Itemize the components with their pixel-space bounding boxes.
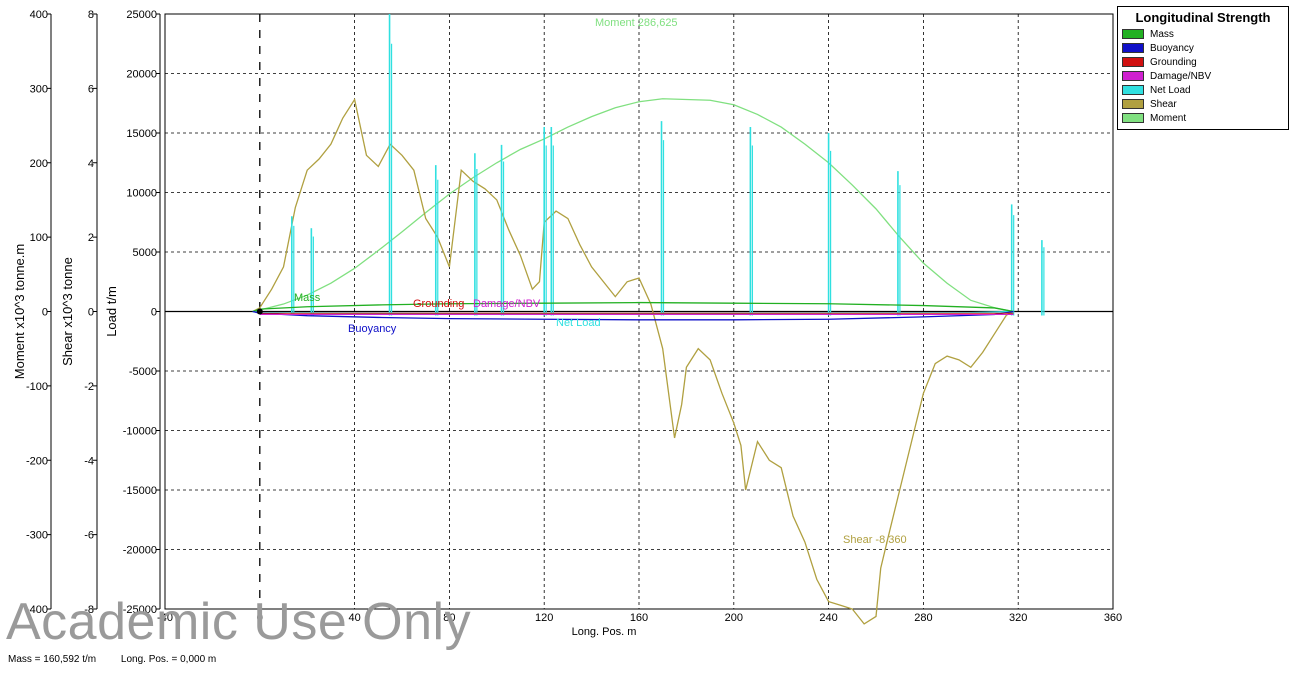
y-tick-label: 20000 bbox=[126, 69, 157, 81]
y-tick-label: 400 bbox=[30, 9, 48, 21]
legend-swatch bbox=[1122, 29, 1144, 39]
legend-swatch bbox=[1122, 113, 1144, 123]
chart-annotation: Buoyancy bbox=[348, 323, 397, 335]
chart-annotation: Mass bbox=[294, 292, 321, 304]
legend-label: Damage/NBV bbox=[1150, 70, 1212, 82]
legend-item: Mass bbox=[1122, 27, 1284, 41]
y-tick-label: 15000 bbox=[126, 128, 157, 140]
y-tick-label: 2 bbox=[88, 232, 94, 244]
legend-label: Grounding bbox=[1150, 56, 1197, 68]
y-tick-label: 8 bbox=[88, 9, 94, 21]
legend-item: Damage/NBV bbox=[1122, 69, 1284, 83]
y-axis-label: Load t/m bbox=[104, 286, 119, 337]
legend-item: Net Load bbox=[1122, 83, 1284, 97]
x-tick-label: 320 bbox=[1009, 612, 1027, 624]
y-axis-label: Moment x10^3 tonne.m bbox=[12, 244, 27, 379]
legend-label: Shear bbox=[1150, 98, 1177, 110]
chart-annotation: Moment 286,625 bbox=[595, 17, 678, 29]
legend-swatch bbox=[1122, 43, 1144, 53]
y-tick-label: 300 bbox=[30, 83, 48, 95]
y-tick-label: -8 bbox=[84, 604, 94, 616]
x-tick-label: 120 bbox=[535, 612, 553, 624]
legend-title: Longitudinal Strength bbox=[1135, 10, 1271, 25]
y-tick-label: 0 bbox=[42, 307, 48, 319]
x-axis-label: Long. Pos. m bbox=[572, 626, 637, 638]
y-tick-label: -400 bbox=[26, 604, 48, 616]
chart-annotation: Shear -8,360 bbox=[843, 534, 907, 546]
status-bar: Mass = 160,592 t/m Long. Pos. = 0,000 m bbox=[8, 654, 238, 665]
series-line-mass bbox=[252, 301, 1014, 313]
watermark-text: Academic Use Only bbox=[6, 593, 472, 651]
x-tick-label: 0 bbox=[257, 612, 263, 624]
x-tick-label: -40 bbox=[157, 612, 173, 624]
legend-item: Buoyancy bbox=[1122, 41, 1284, 55]
legend-item: Shear bbox=[1122, 97, 1284, 111]
series-line-buoyancy bbox=[252, 310, 1014, 321]
y-axis-label: Shear x10^3 tonne bbox=[60, 257, 75, 366]
y-tick-label: 5000 bbox=[133, 247, 157, 259]
y-tick-label: -6 bbox=[84, 530, 94, 542]
y-tick-label: 25000 bbox=[126, 9, 157, 21]
y-tick-label: -2 bbox=[84, 381, 94, 393]
legend-swatch bbox=[1122, 57, 1144, 67]
legend-label: Buoyancy bbox=[1150, 42, 1194, 54]
x-tick-label: 280 bbox=[914, 612, 932, 624]
legend-items: Mass Buoyancy Grounding Damage/NBV Net Load S… bbox=[1122, 27, 1284, 125]
status-position: Long. Pos. = 0,000 m bbox=[120, 654, 217, 665]
x-tick-label: 80 bbox=[443, 612, 455, 624]
y-tick-label: -100 bbox=[26, 381, 48, 393]
legend-item: Grounding bbox=[1122, 55, 1284, 69]
x-tick-label: 360 bbox=[1104, 612, 1122, 624]
x-tick-label: 240 bbox=[819, 612, 837, 624]
y-tick-label: 100 bbox=[30, 232, 48, 244]
legend-swatch bbox=[1122, 99, 1144, 109]
y-tick-label: 200 bbox=[30, 158, 48, 170]
y-tick-label: -15000 bbox=[123, 485, 157, 497]
legend-item: Moment bbox=[1122, 111, 1284, 125]
legend: Longitudinal Strength Mass Buoyancy Ground… bbox=[1117, 6, 1289, 130]
y-tick-label: -20000 bbox=[123, 545, 157, 557]
legend-label: Net Load bbox=[1150, 84, 1191, 96]
x-tick-label: 160 bbox=[630, 612, 648, 624]
chart-annotation: Net Load bbox=[556, 317, 601, 329]
series-line-moment bbox=[252, 98, 1014, 313]
y-tick-label: 4 bbox=[88, 158, 94, 170]
y-tick-label: -4 bbox=[84, 455, 94, 467]
y-tick-label: -25000 bbox=[123, 604, 157, 616]
series-line-shear bbox=[252, 97, 1014, 625]
y-tick-label: 6 bbox=[88, 83, 94, 95]
y-tick-label: 10000 bbox=[126, 188, 157, 200]
y-tick-label: -10000 bbox=[123, 426, 157, 438]
legend-label: Mass bbox=[1150, 28, 1174, 40]
y-tick-label: 0 bbox=[88, 307, 94, 319]
x-tick-label: 40 bbox=[348, 612, 360, 624]
origin-marker bbox=[256, 308, 263, 315]
y-tick-label: -200 bbox=[26, 455, 48, 467]
y-tick-label: -300 bbox=[26, 530, 48, 542]
y-tick-label: -5000 bbox=[129, 366, 157, 378]
chart-annotation: Grounding bbox=[413, 298, 464, 310]
status-mass: Mass = 160,592 t/m bbox=[8, 654, 97, 665]
legend-label: Moment bbox=[1150, 112, 1187, 124]
legend-swatch bbox=[1122, 85, 1144, 95]
legend-swatch bbox=[1122, 71, 1144, 81]
x-tick-label: 200 bbox=[725, 612, 743, 624]
y-tick-label: 0 bbox=[151, 307, 157, 319]
chart-annotation: Damage/NBV bbox=[473, 298, 541, 310]
